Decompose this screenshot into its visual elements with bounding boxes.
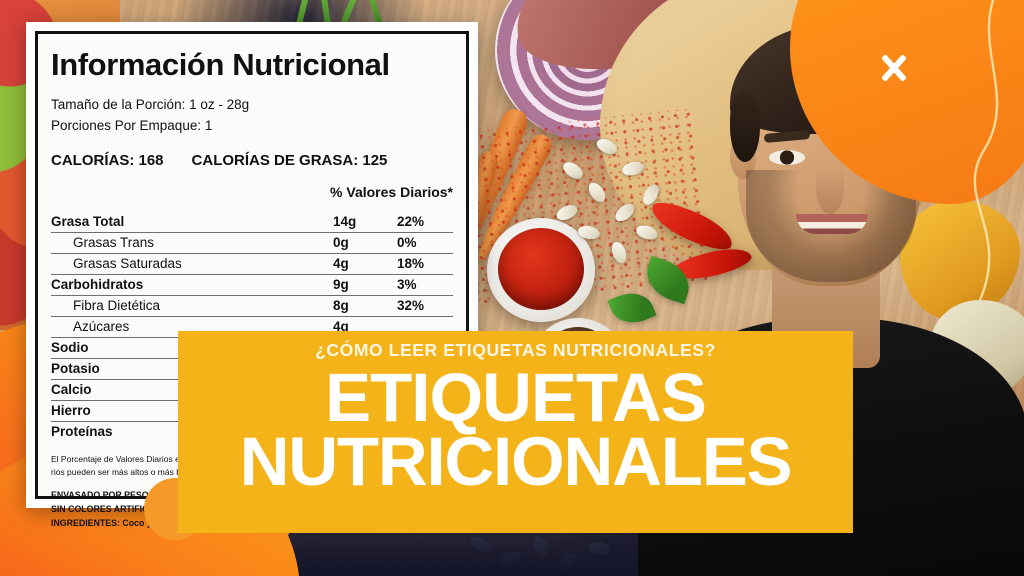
- calories-from-fat-value: CALORÍAS DE GRASA: 125: [191, 151, 388, 169]
- nutrient-row: Fibra Dietética 8g 32%: [51, 296, 453, 316]
- nutrient-amount: 14g: [333, 214, 357, 230]
- hair-side-left: [730, 92, 760, 162]
- row-divider: [51, 315, 453, 317]
- nutrient-amount: 9g: [333, 277, 349, 293]
- nose: [816, 166, 844, 214]
- banner-title-line-2: NUTRICIONALES: [239, 423, 793, 501]
- nutrient-percent: 18%: [397, 256, 425, 272]
- nutrient-percent: 3%: [397, 277, 417, 293]
- nutrient-name: Proteínas: [51, 424, 113, 440]
- wavy-line-decoration: [973, 0, 999, 301]
- nutrient-percent: 0%: [397, 235, 417, 251]
- paprika-powder: [498, 228, 584, 310]
- banner-kicker: ¿CÓMO LEER ETIQUETAS NUTRICIONALES?: [315, 340, 716, 360]
- nutrient-amount: 8g: [333, 298, 349, 314]
- nutrient-row: Grasas Trans 0g 0%: [51, 233, 453, 253]
- nutrient-row: Calcio: [51, 380, 453, 400]
- title-banner: ¿CÓMO LEER ETIQUETAS NUTRICIONALES? ETIQ…: [178, 331, 853, 533]
- nutrient-name: Hierro: [51, 403, 91, 419]
- row-divider: [51, 273, 453, 275]
- nutrient-percent: 32%: [397, 298, 425, 314]
- row-divider: [51, 294, 453, 296]
- nutrient-name: Calcio: [51, 382, 92, 398]
- calories-value: CALORÍAS: 168: [51, 151, 164, 169]
- nutrient-row: Azúcares 4g: [51, 317, 453, 337]
- nutrient-name: Grasas Saturadas: [73, 256, 182, 272]
- nutrient-name: Grasa Total: [51, 214, 125, 230]
- nutrient-row: Grasas Saturadas 4g 18%: [51, 254, 453, 274]
- ingredients-line: INGREDIENTES: Coco y Azúcar.: [51, 517, 186, 528]
- mouth: [796, 214, 868, 234]
- nutrient-amount: 4g: [333, 256, 349, 272]
- servings-per-container-text: Porciones Por Empaque: 1: [51, 118, 213, 134]
- nutrient-name: Fibra Dietética: [73, 298, 161, 314]
- packaging-line-1: ENVASADO POR PESO, NO POR VOLUMEN.: [51, 490, 238, 501]
- nutrient-row: Proteínas: [51, 422, 453, 442]
- banner-title-line-1: ETIQUETAS: [325, 359, 707, 436]
- nutrient-name: Potasio: [51, 361, 100, 377]
- nutrition-label-title: Información Nutricional: [51, 47, 390, 82]
- nutrient-name: Azúcares: [73, 319, 130, 335]
- daily-values-header: % Valores Diarios*: [330, 183, 453, 200]
- nutrient-amount: 4g: [333, 319, 349, 335]
- calories-row: CALORÍAS: 168 CALORÍAS DE GRASA: 125: [51, 147, 453, 174]
- nutrient-name: Carbohidratos: [51, 277, 144, 293]
- x-mark-icon: [878, 52, 910, 84]
- nutrient-row: Grasa Total 14g 22%: [51, 212, 453, 232]
- serving-size-text: Tamaño de la Porción: 1 oz - 28g: [51, 96, 250, 112]
- nutrient-name: Sodio: [51, 340, 89, 356]
- nutrient-name: Grasas Trans: [73, 235, 155, 251]
- nutrient-percent: 22%: [397, 214, 425, 230]
- nutrient-amount: 0g: [333, 235, 349, 251]
- row-divider: [51, 231, 453, 233]
- nutrient-row: Hierro: [51, 401, 453, 421]
- row-divider: [51, 252, 453, 254]
- eye-left: [769, 150, 805, 165]
- nutrient-row: Carbohidratos 9g 3%: [51, 275, 453, 295]
